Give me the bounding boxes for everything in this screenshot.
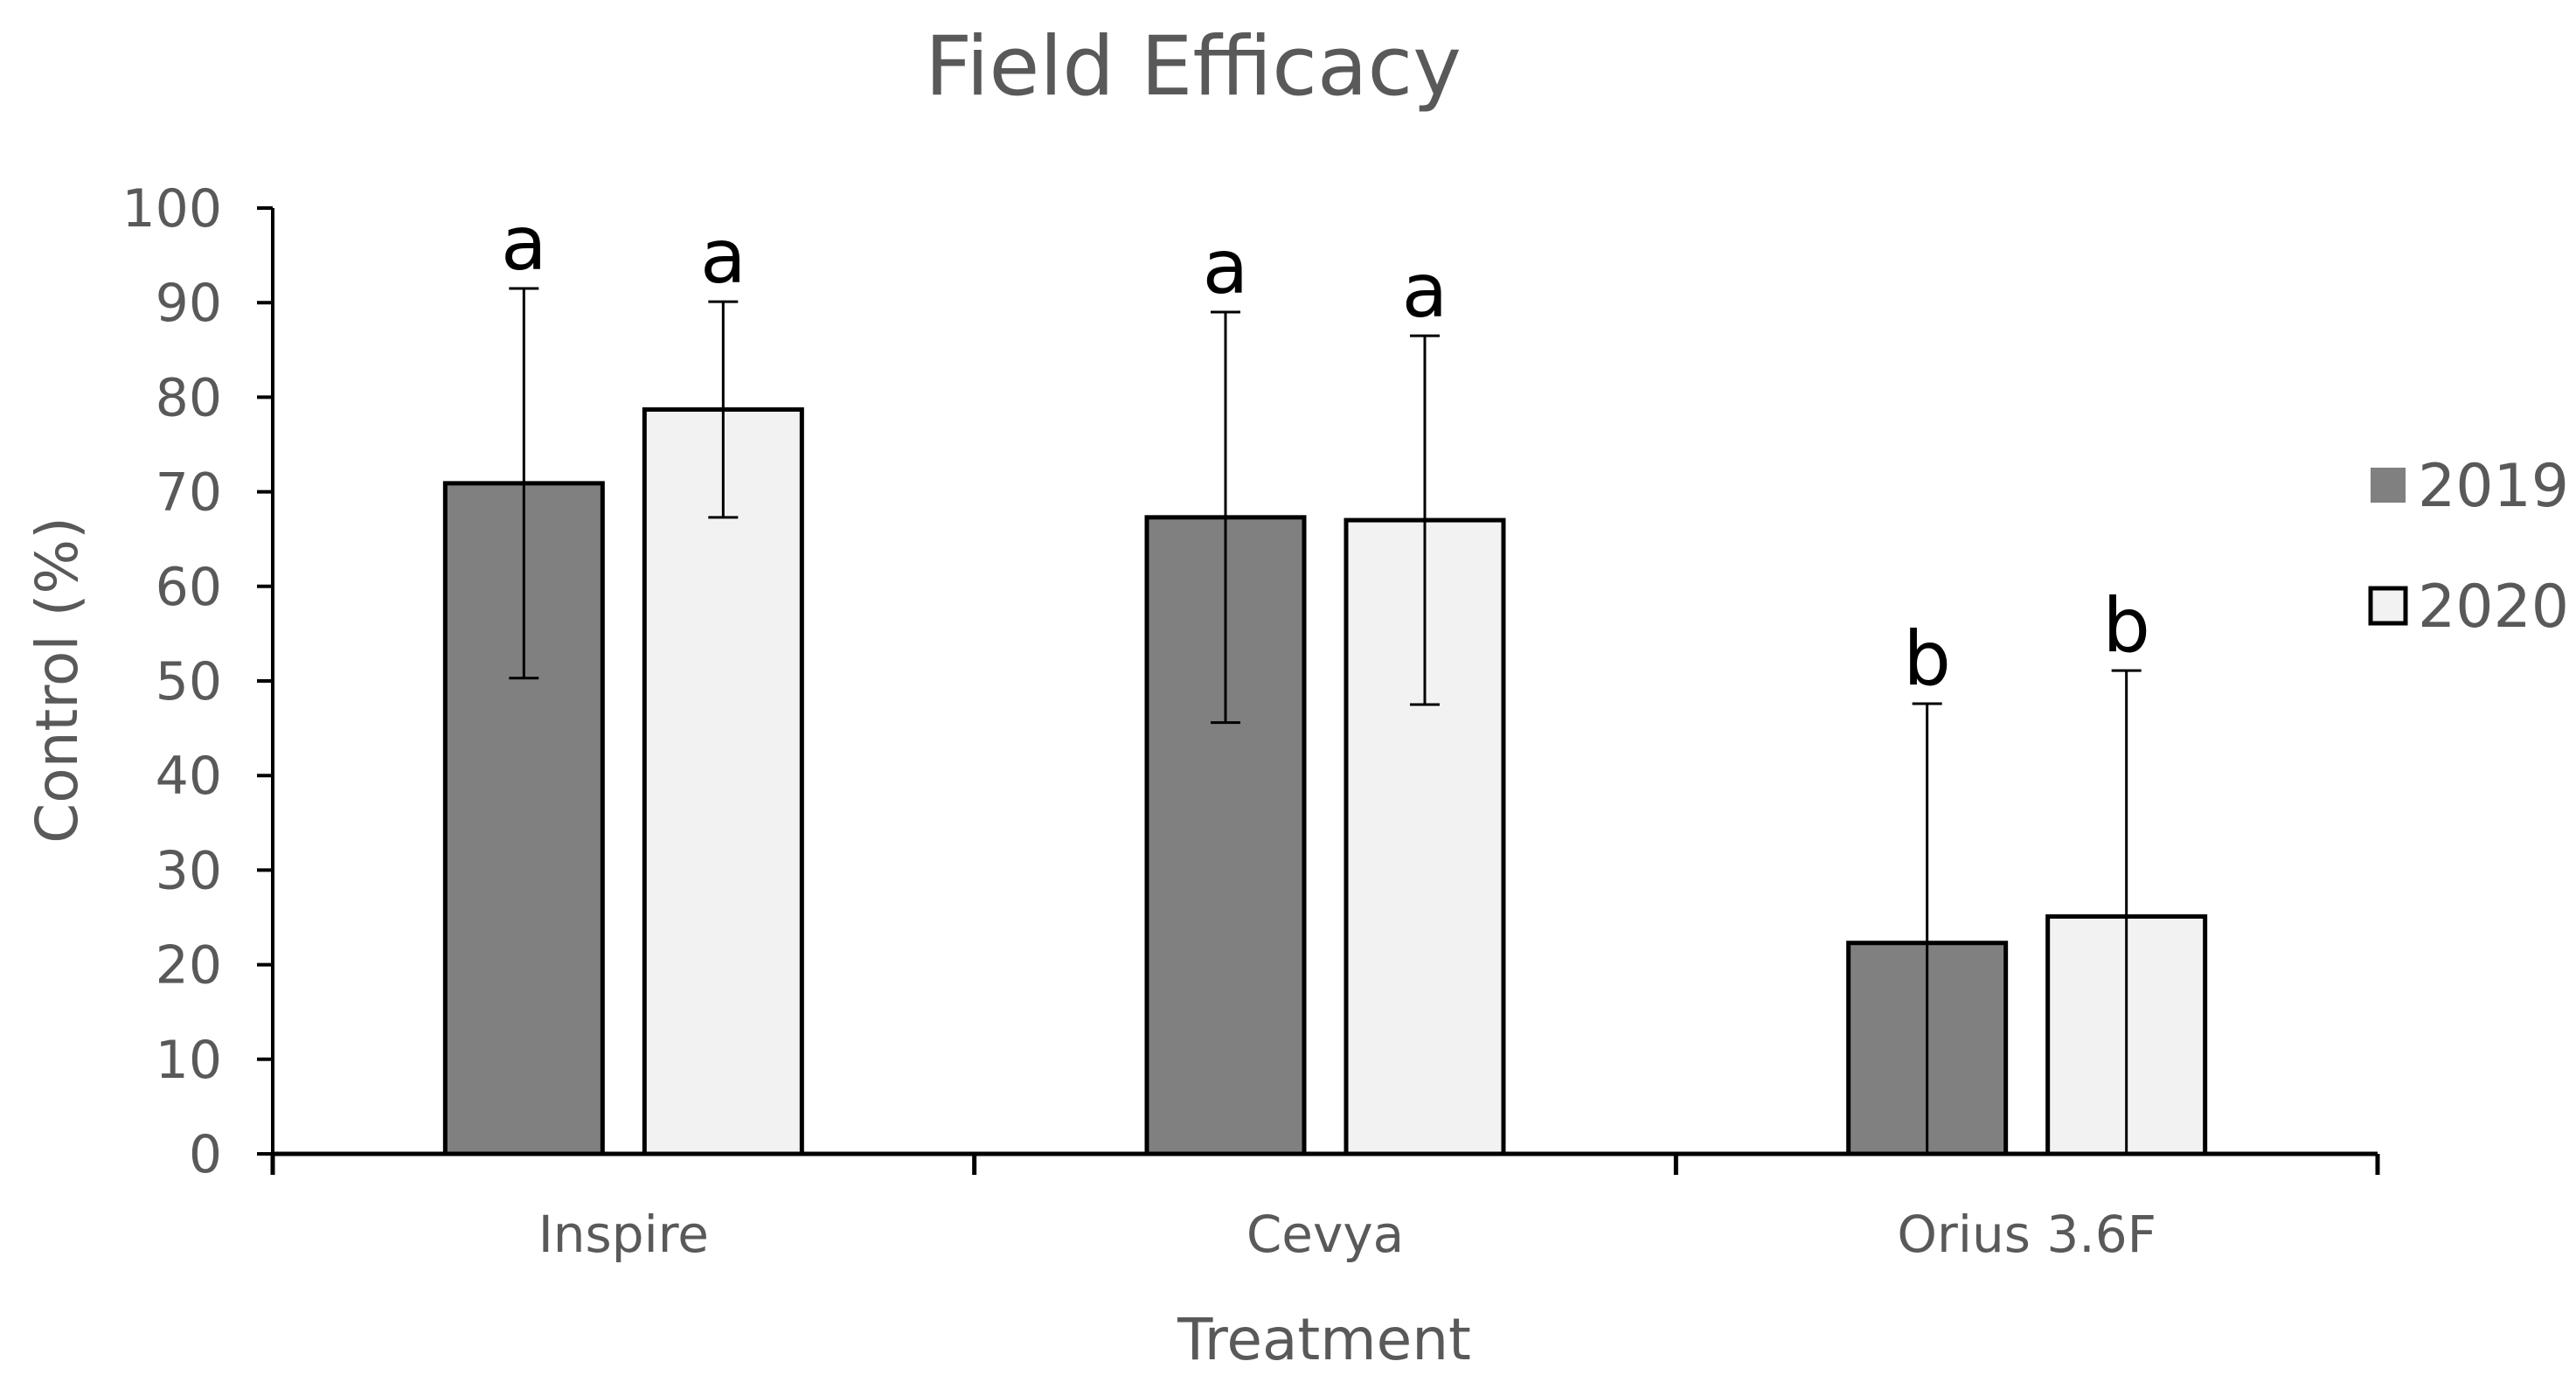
significance-letter: a <box>501 200 547 288</box>
significance-letter: a <box>1402 247 1448 335</box>
plot-area: 0 10 20 30 40 50 60 70 80 90 100 a a Inspire a a Cevya b b… <box>122 178 2380 1264</box>
significance-letter: a <box>1203 224 1249 311</box>
legend-label-2020: 2020 <box>2418 573 2569 642</box>
significance-letter: a <box>700 213 746 301</box>
y-tick-label: 0 <box>189 1124 222 1185</box>
legend: 2019 2020 <box>2368 452 2569 642</box>
y-tick-label: 10 <box>156 1030 222 1091</box>
y-tick-label: 30 <box>156 840 222 901</box>
y-tick-label: 100 <box>122 178 222 240</box>
y-tick-label: 90 <box>156 273 222 334</box>
legend-swatch-2019 <box>2371 468 2406 503</box>
chart-title: Field Efficacy <box>925 19 1462 115</box>
y-tick-label: 70 <box>156 462 222 524</box>
legend-label-2019: 2019 <box>2418 452 2569 521</box>
significance-letter: b <box>2102 582 2150 670</box>
x-axis-title: Treatment <box>1177 1306 1471 1373</box>
y-tick-label: 60 <box>156 557 222 618</box>
y-tick-label: 40 <box>156 746 222 807</box>
y-axis-title: Control (%) <box>24 517 91 844</box>
significance-letter: b <box>1903 615 1951 703</box>
x-tick-label: Inspire <box>538 1205 709 1264</box>
y-tick-label: 20 <box>156 935 222 997</box>
y-tick-label: 80 <box>156 367 222 428</box>
legend-swatch-2020 <box>2368 586 2408 626</box>
bar-2020-inspire <box>642 406 804 1156</box>
x-tick-label: Orius 3.6F <box>1897 1205 2156 1264</box>
x-tick-label: Cevya <box>1246 1205 1404 1264</box>
y-tick-label: 50 <box>156 651 222 712</box>
